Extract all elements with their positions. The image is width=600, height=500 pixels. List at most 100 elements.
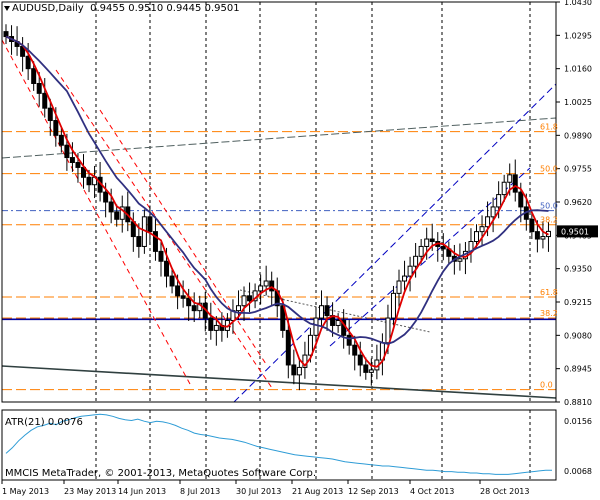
time-tick-label: 23 May 2013 <box>64 487 116 496</box>
atr-label: ATR(21) 0.0076 <box>5 417 83 428</box>
price-tick-label: 1.0160 <box>564 65 592 74</box>
candle-body <box>31 68 37 84</box>
candle-body <box>291 364 297 376</box>
fib-level-label: 50.0 <box>540 165 558 174</box>
candle-body <box>86 176 92 186</box>
candle-body <box>280 305 286 331</box>
candle-body <box>64 144 70 159</box>
time-tick-label: 14 Jun 2013 <box>118 487 166 496</box>
candle-body <box>53 120 59 136</box>
candle-body <box>36 82 42 94</box>
atr-plot-border <box>1 409 557 481</box>
candle-body <box>540 236 546 240</box>
level-labels: 61.8 50.0 50.0 38.2 61.8 38.2 0.0 <box>540 123 558 390</box>
time-tick-label: 21 Aug 2013 <box>292 487 343 496</box>
time-tick-label: 4 Oct 2013 <box>410 487 454 496</box>
red-channel-line <box>99 109 267 365</box>
candle-body <box>47 107 53 122</box>
candle-body <box>208 317 214 331</box>
ohlc-values: 0.9455 0.9510 0.9445 0.9501 <box>90 3 240 14</box>
candle-body <box>413 255 419 267</box>
price-tick-label: 1.0025 <box>564 98 592 107</box>
fib-level-label: 61.8 <box>540 123 558 132</box>
candle-body <box>474 231 480 243</box>
candle-body <box>69 157 75 163</box>
candle-body <box>396 280 402 294</box>
price-tick-label: 0.9350 <box>564 265 592 274</box>
candle-body <box>258 285 264 292</box>
candle-body <box>335 320 341 326</box>
candle-body <box>534 231 540 240</box>
candle-body <box>147 216 153 233</box>
candle-body <box>263 280 269 287</box>
candle-body <box>319 305 325 319</box>
trendlines <box>1 39 557 403</box>
candle-body <box>75 161 81 168</box>
time-tick-label: 30 Jul 2013 <box>236 487 281 496</box>
candle-body <box>169 275 175 287</box>
blue-channel-line <box>233 83 557 403</box>
candle-body <box>158 250 164 262</box>
current-price-label: 0.9501 <box>561 227 589 236</box>
long-resistance-trendline <box>1 117 557 159</box>
fib-level-label: 38.2 <box>540 216 558 225</box>
candlesticks <box>3 24 551 391</box>
candle-body <box>25 55 31 70</box>
candle-body <box>479 226 485 233</box>
candle-body <box>424 238 430 247</box>
candle-body <box>108 201 114 213</box>
candle-body <box>42 92 48 109</box>
candle-body <box>213 324 219 331</box>
fib-level-label: 61.8 <box>540 288 558 297</box>
copyright-text: MMCIS MetaTrader, © 2001-2013, MetaQuote… <box>5 468 317 479</box>
price-tick-label: 0.9755 <box>564 165 592 174</box>
candle-body <box>490 206 496 218</box>
candle-body <box>402 275 408 282</box>
price-tick-label: 0.9080 <box>564 331 592 340</box>
time-tick-label: 1 May 2013 <box>2 487 49 496</box>
fib-level-label: 50.0 <box>540 202 558 211</box>
chart-frame <box>1 1 557 481</box>
atr-scale-top: 0.0156 <box>564 417 592 426</box>
current-price-badge <box>557 225 598 238</box>
candle-body <box>296 366 302 376</box>
candle-body <box>186 297 192 307</box>
main-plot-border <box>1 1 557 403</box>
candle-body <box>512 174 518 193</box>
atr-panel: 0.0156 0.0068 <box>5 413 592 476</box>
price-tick-label: 0.9215 <box>564 298 592 307</box>
candle-body <box>269 280 275 292</box>
candle-body <box>457 258 463 262</box>
price-tick-label: 0.9620 <box>564 198 592 207</box>
moving-averages <box>5 35 549 368</box>
time-tick-label: 8 Jul 2013 <box>180 487 220 496</box>
candle-body <box>496 194 502 208</box>
time-tick-label: 28 Oct 2013 <box>480 487 529 496</box>
time-axis: 1 May 2013 23 May 2013 14 Jun 2013 8 Jul 20… <box>1 480 529 496</box>
slow-moving-average <box>5 35 549 345</box>
candle-body <box>529 218 535 233</box>
candle-body <box>103 191 109 203</box>
candle-body <box>418 245 424 257</box>
long-support-trendline <box>1 365 557 399</box>
candle-body <box>440 245 446 250</box>
atr-line <box>5 413 552 475</box>
candle-body <box>507 174 513 183</box>
candle-body <box>164 260 170 277</box>
candle-body <box>3 31 9 38</box>
price-tick-label: 1.0295 <box>564 31 592 40</box>
candle-body <box>307 334 313 356</box>
fib-level-label: 38.2 <box>540 309 558 318</box>
candle-body <box>302 354 308 368</box>
candle-body <box>518 191 524 208</box>
candle-body <box>235 305 241 312</box>
candle-body <box>180 295 186 299</box>
candle-body <box>285 329 291 366</box>
dropdown-triangle-icon[interactable] <box>4 6 10 11</box>
candle-body <box>119 206 125 220</box>
atr-scale-bottom: 0.0068 <box>564 467 592 476</box>
candle-body <box>191 305 197 312</box>
candle-body <box>368 369 374 373</box>
candle-body <box>357 354 363 366</box>
